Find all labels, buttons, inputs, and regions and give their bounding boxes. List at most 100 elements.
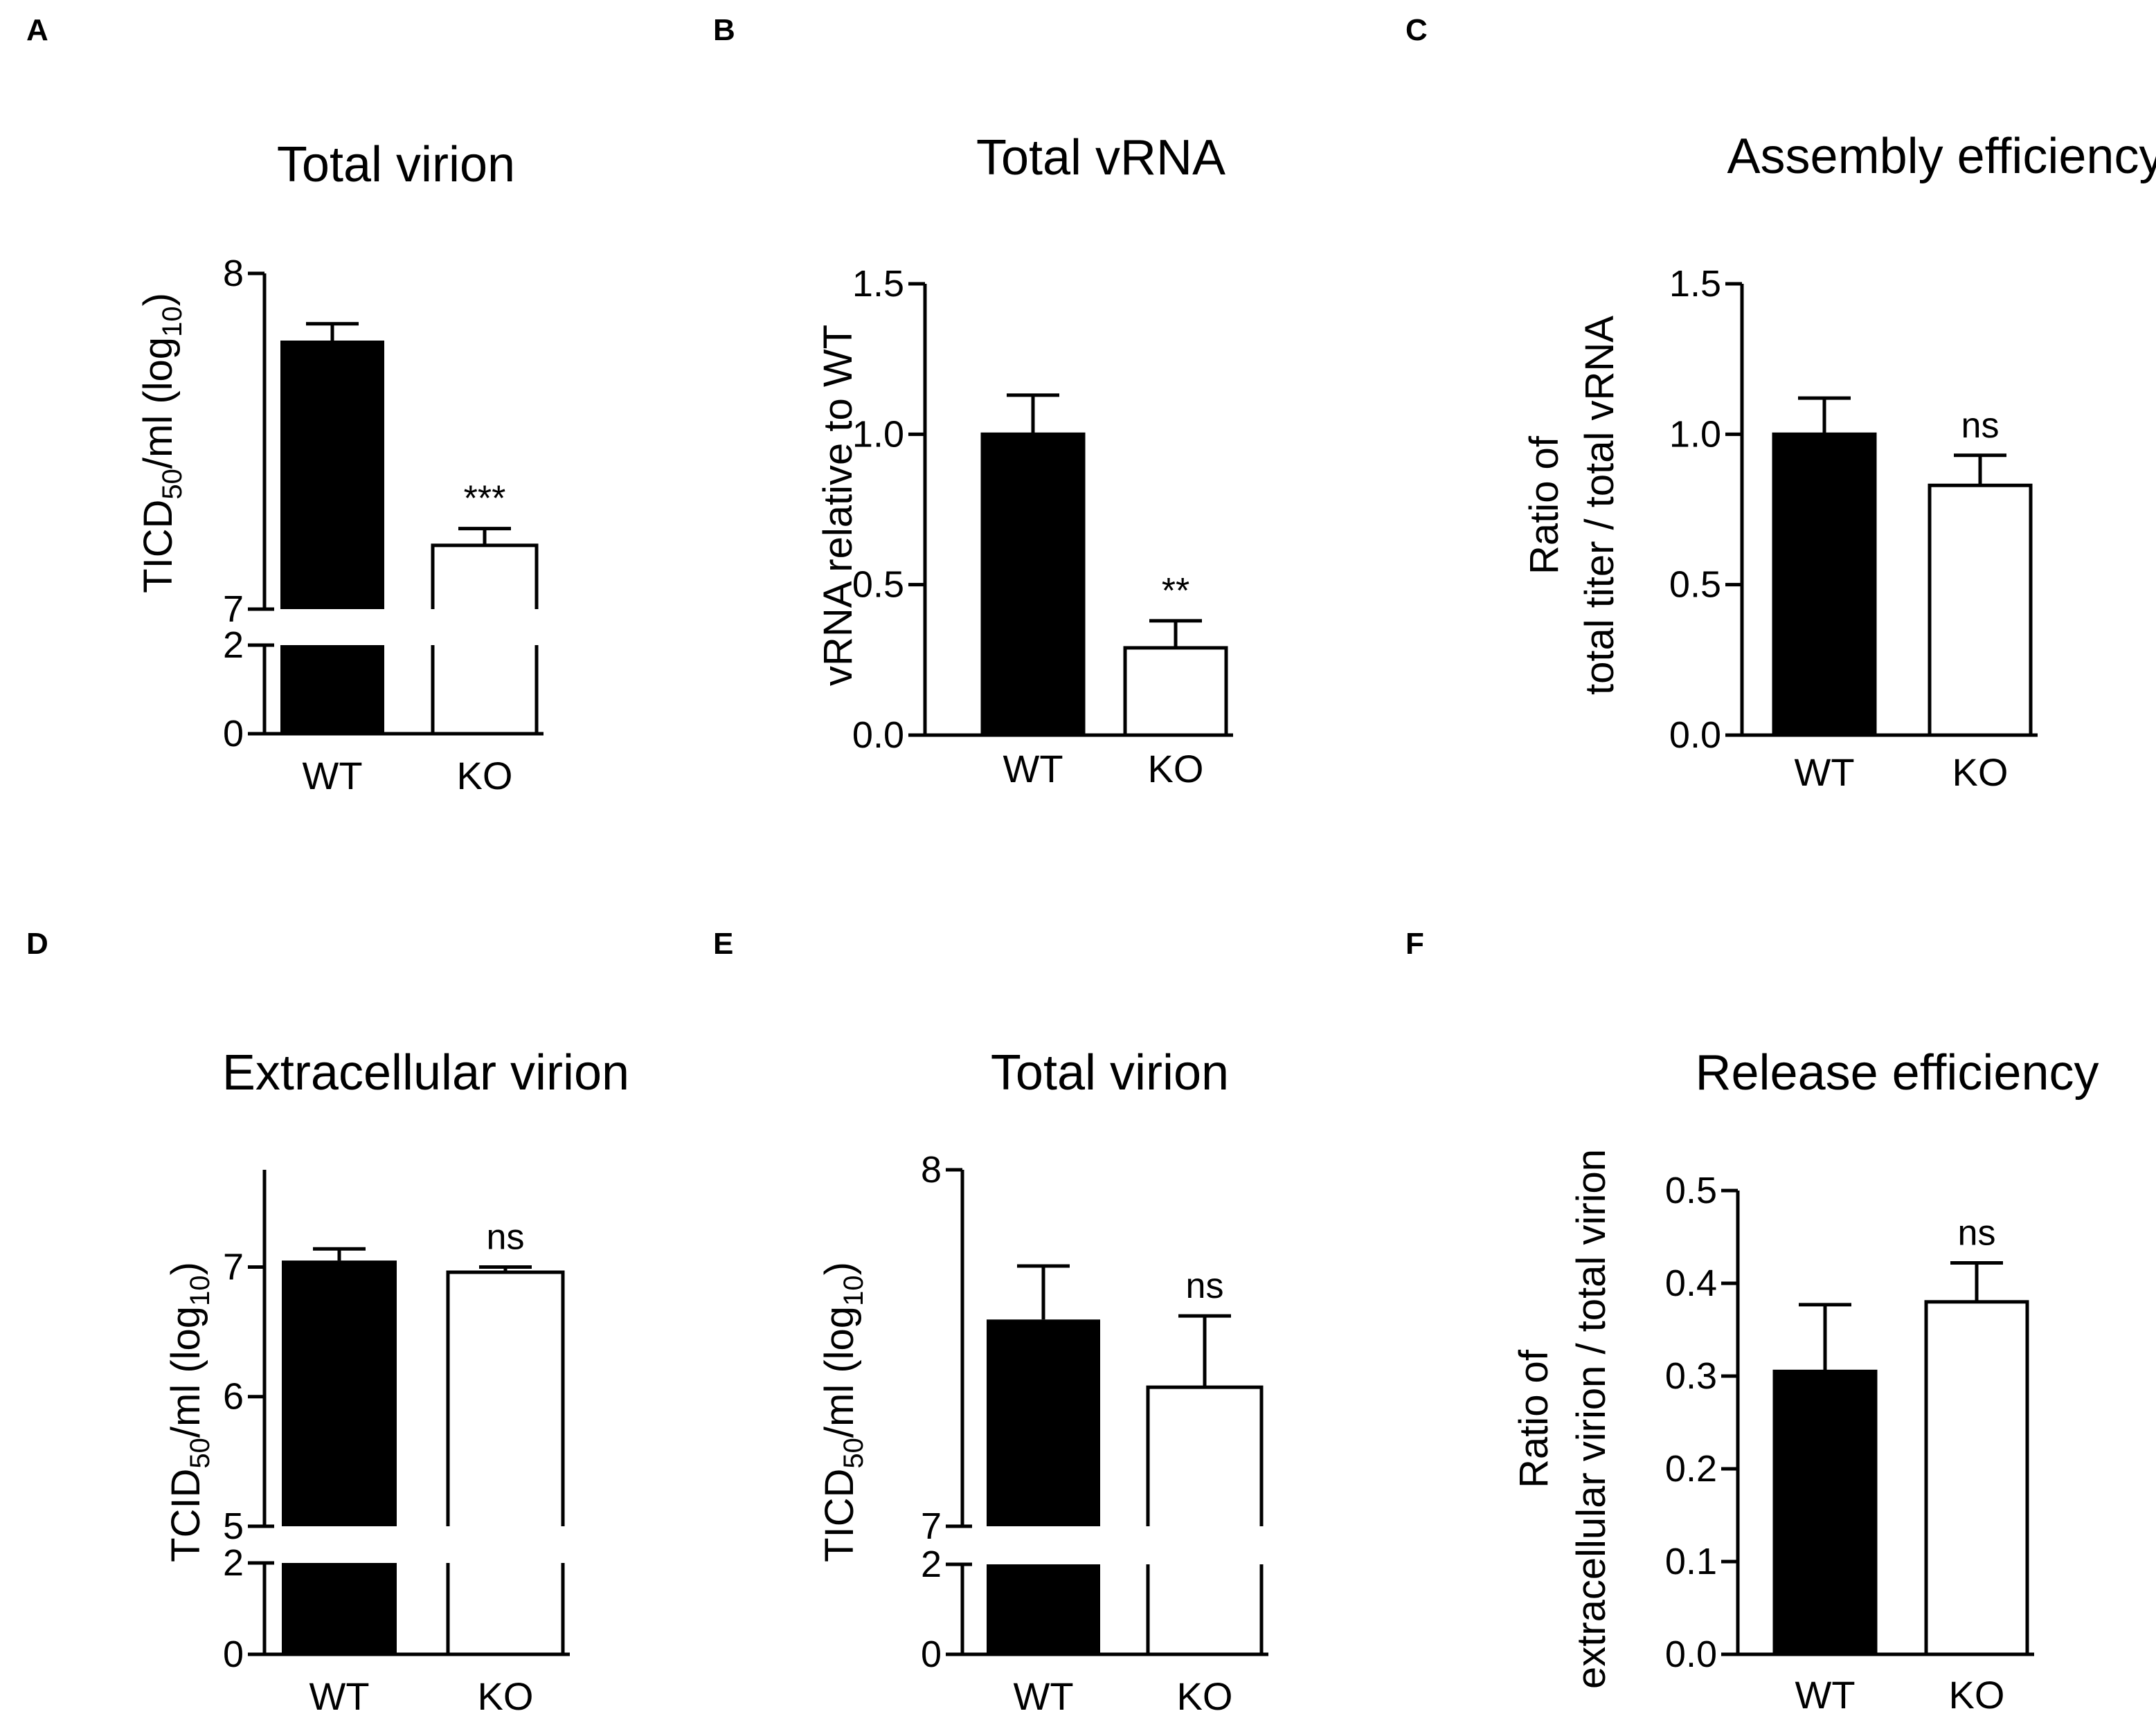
y-axis-label-subscript: 10 — [838, 1275, 869, 1306]
y-tick-label: 6 — [223, 1376, 244, 1418]
bar-wt-lower — [280, 645, 384, 734]
y-axis-label-line1: Ratio of — [1511, 1349, 1556, 1488]
panel-letter: C — [1405, 13, 1428, 47]
significance-label: ns — [487, 1217, 525, 1257]
y-axis-label: TICD50/ml (log10) — [136, 293, 188, 593]
x-category-label: WT — [302, 754, 362, 797]
y-tick-label: 0.0 — [1665, 1634, 1717, 1675]
y-axis-label-part: ) — [163, 1262, 208, 1275]
y-tick-label: 0.5 — [1665, 1170, 1717, 1211]
chart-title: Total virion — [991, 1045, 1229, 1101]
y-axis-label-subscript: 50 — [838, 1438, 869, 1469]
x-category-label: KO — [1949, 1673, 2005, 1717]
panel-letter: A — [26, 13, 48, 47]
y-axis-label-part: TICD — [136, 500, 181, 593]
bar-ko — [1928, 483, 2033, 737]
panel-letter: E — [713, 927, 733, 961]
bar-ko-lower — [446, 1563, 565, 1654]
bar-ko-upper — [1146, 1385, 1264, 1526]
y-tick-label: 0.0 — [1669, 714, 1721, 756]
bar-ko — [1123, 646, 1228, 737]
x-category-label: WT — [1795, 1673, 1855, 1717]
y-tick-label: 0.5 — [1669, 564, 1721, 606]
x-category-label: WT — [309, 1674, 369, 1718]
y-tick-label: 8 — [921, 1149, 942, 1191]
y-tick-label: 0.3 — [1665, 1355, 1717, 1397]
x-category-label: WT — [1003, 747, 1063, 790]
bar-ko — [1924, 1300, 2029, 1656]
x-category-label: KO — [1952, 750, 2009, 794]
bar-wt-lower — [987, 1564, 1100, 1654]
bar-ko-upper — [431, 543, 539, 609]
y-tick-label: 1.0 — [1669, 413, 1721, 455]
y-axis-label-part: ) — [817, 1262, 862, 1275]
y-axis-label-part: TICD — [817, 1469, 862, 1562]
y-tick-label: 1.5 — [1669, 263, 1721, 305]
bar-wt-upper — [282, 1260, 397, 1526]
y-tick-label: 2 — [921, 1544, 942, 1585]
y-tick-label: 0.5 — [852, 564, 904, 606]
y-tick-label: 0.4 — [1665, 1263, 1717, 1304]
chart-title: Total vRNA — [976, 130, 1225, 186]
panel-letter: D — [26, 927, 48, 961]
y-axis-label-part: /ml (log — [163, 1306, 208, 1438]
y-axis-label: TICD50/ml (log10) — [817, 1262, 869, 1562]
bar-wt — [980, 432, 1086, 737]
y-axis-label-subscript: 50 — [157, 469, 188, 500]
y-tick-label: 8 — [223, 253, 244, 294]
chart-title: Extracellular virion — [222, 1045, 629, 1101]
x-category-label: KO — [1148, 747, 1204, 790]
y-tick-label: 1.5 — [852, 263, 904, 305]
y-axis-label-subscript: 10 — [157, 306, 188, 337]
panel-b: B Total vRNA 0.0 0.5 1.0 1.5 WT ** KO vRNA relati… — [713, 13, 1233, 790]
y-tick-label: 1.0 — [852, 413, 904, 455]
panel-a: A Total virion 7 8 0 2 WT *** KO TICD50/ml (log10… — [26, 13, 544, 797]
y-tick-label: 7 — [223, 588, 244, 630]
y-axis-label-line2: total titer / total vRNA — [1577, 316, 1622, 695]
y-tick-label: 0 — [921, 1634, 942, 1675]
y-tick-label: 2 — [223, 624, 244, 666]
y-axis-label-subscript: 10 — [185, 1275, 215, 1306]
significance-label: ** — [1162, 571, 1189, 611]
x-category-label: KO — [1177, 1674, 1233, 1718]
chart-title: Release efficiency — [1696, 1045, 2099, 1101]
y-axis-label-line2: extracellular virion / total virion — [1569, 1149, 1614, 1689]
chart-title: Total virion — [277, 137, 515, 192]
bar-wt-upper — [987, 1319, 1100, 1526]
y-axis-label-line1: Ratio of — [1522, 435, 1567, 575]
y-tick-label: 5 — [223, 1505, 244, 1547]
x-category-label: WT — [1794, 750, 1854, 794]
x-category-label: KO — [478, 1674, 534, 1718]
bar-wt — [1772, 1369, 1878, 1656]
bar-wt-lower — [282, 1563, 397, 1654]
y-tick-label: 0 — [223, 1634, 244, 1675]
bar-ko-lower — [1146, 1564, 1264, 1654]
y-axis-label-part: /ml (log — [136, 337, 181, 469]
significance-label: ns — [1958, 1213, 1996, 1254]
panel-f: F Release efficiency 0.0 0.1 0.2 0.3 0.4 0.5 WT n… — [1405, 927, 2099, 1717]
chart-title: Assembly efficiency — [1727, 129, 2156, 184]
significance-label: *** — [464, 479, 506, 519]
y-axis-label-part: ) — [136, 293, 181, 306]
x-category-label: WT — [1013, 1674, 1073, 1718]
panel-letter: F — [1405, 927, 1424, 961]
x-category-label: KO — [457, 754, 513, 797]
y-tick-label: 0 — [223, 713, 244, 754]
y-axis-label-part: /ml (log — [817, 1306, 862, 1438]
significance-label: ns — [1961, 406, 2000, 446]
y-tick-label: 2 — [223, 1542, 244, 1584]
bar-ko-lower — [431, 645, 539, 734]
bar-ko-upper — [446, 1270, 565, 1526]
y-tick-label: 7 — [223, 1246, 244, 1287]
panel-e: E Total virion 7 8 0 2 WT ns KO TICD50/ml (log10) — [713, 927, 1268, 1718]
y-tick-label: 0.1 — [1665, 1541, 1717, 1582]
panel-c: C Assembly efficiency 0.0 0.5 1.0 1.5 WT ns KO Ra… — [1405, 13, 2156, 794]
y-axis-label-subscript: 50 — [185, 1438, 215, 1469]
panel-d: D Extracellular virion 5 6 7 0 2 WT ns KO TCID50/m… — [26, 927, 629, 1718]
significance-label: ns — [1186, 1266, 1224, 1306]
y-axis-label: TCID50/ml (log10) — [163, 1262, 215, 1562]
y-tick-label: 0.0 — [852, 714, 904, 756]
panel-letter: B — [713, 13, 735, 47]
y-tick-label: 0.2 — [1665, 1448, 1717, 1490]
